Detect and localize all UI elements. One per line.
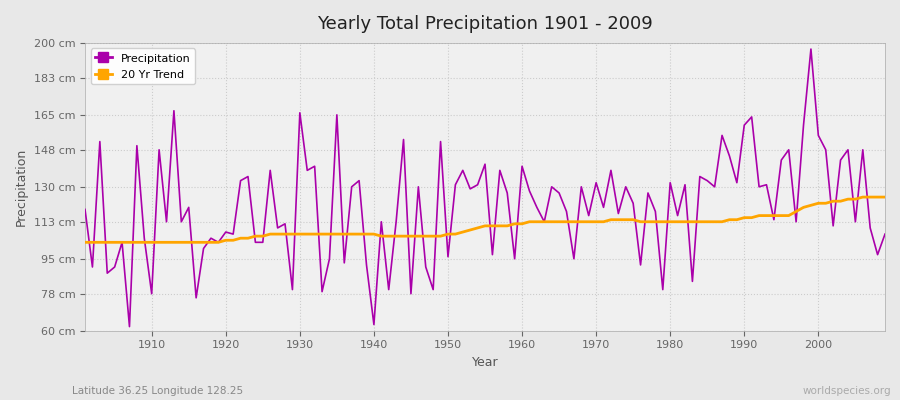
20 Yr Trend — [139, 240, 149, 245]
Legend: Precipitation, 20 Yr Trend: Precipitation, 20 Yr Trend — [91, 48, 194, 84]
20 Yr Trend — [346, 232, 357, 236]
Precipitation — [806, 47, 816, 52]
Title: Yearly Total Precipitation 1901 - 2009: Yearly Total Precipitation 1901 - 2009 — [317, 15, 652, 33]
20 Yr Trend — [302, 232, 312, 236]
Precipitation — [613, 211, 624, 216]
20 Yr Trend — [879, 195, 890, 200]
X-axis label: Year: Year — [472, 356, 499, 369]
Precipitation — [124, 324, 135, 329]
Precipitation — [517, 164, 527, 169]
Text: worldspecies.org: worldspecies.org — [803, 386, 891, 396]
20 Yr Trend — [79, 240, 90, 245]
Line: 20 Yr Trend: 20 Yr Trend — [85, 197, 885, 242]
Precipitation — [524, 188, 535, 193]
Y-axis label: Precipitation: Precipitation — [15, 148, 28, 226]
Precipitation — [79, 207, 90, 212]
20 Yr Trend — [509, 222, 520, 226]
20 Yr Trend — [517, 222, 527, 226]
Text: Latitude 36.25 Longitude 128.25: Latitude 36.25 Longitude 128.25 — [72, 386, 243, 396]
Precipitation — [879, 232, 890, 236]
Precipitation — [147, 291, 158, 296]
Precipitation — [354, 178, 364, 183]
Precipitation — [310, 164, 320, 169]
Line: Precipitation: Precipitation — [85, 49, 885, 327]
20 Yr Trend — [858, 195, 868, 200]
20 Yr Trend — [606, 217, 616, 222]
